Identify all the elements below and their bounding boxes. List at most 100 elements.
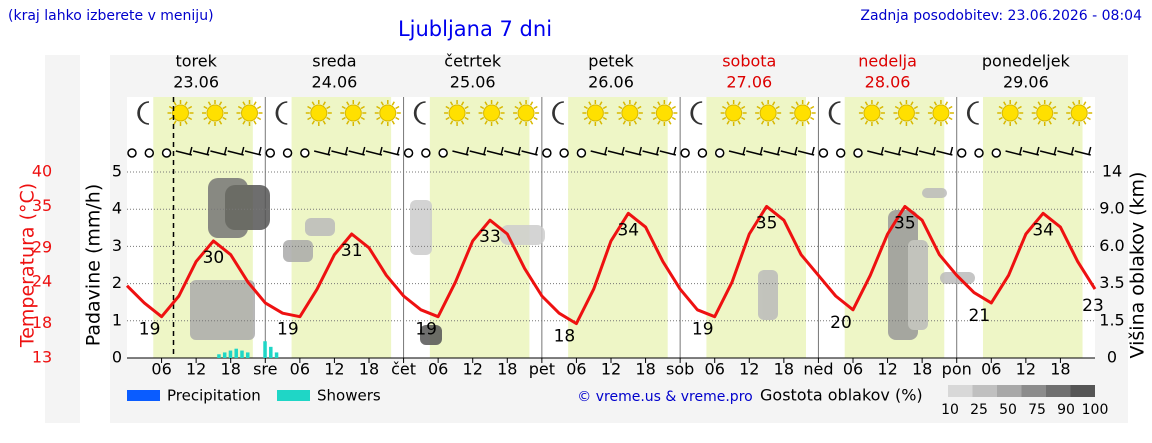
x-tick-label: 12 <box>186 360 206 379</box>
wind-barb <box>673 146 677 156</box>
sun-ray <box>860 105 865 110</box>
wind-barb <box>331 150 348 156</box>
x-tick-label: 18 <box>635 360 655 379</box>
wind-barb <box>361 146 366 156</box>
wind-barb <box>780 150 798 156</box>
sun-ray <box>326 116 331 121</box>
sun-ray <box>671 105 676 110</box>
sun-ray <box>380 101 384 106</box>
sun-ray <box>168 105 174 110</box>
wind-barb <box>175 150 193 156</box>
sun-ray <box>242 120 246 125</box>
day-name: torek <box>175 52 217 71</box>
y-tick-label: 5 <box>112 162 122 181</box>
sun-ray <box>1086 116 1091 121</box>
sun-ray <box>445 105 450 110</box>
sun-ray <box>633 101 638 106</box>
x-tick-label: pet <box>529 360 555 379</box>
sun-ray <box>376 116 381 121</box>
temperature-label: 34 <box>617 220 639 240</box>
sun-ray <box>391 120 395 125</box>
sun-ray <box>253 120 257 125</box>
x-tick-label: 12 <box>463 360 483 379</box>
sun-ray <box>652 105 657 110</box>
sun-icon <box>897 104 915 122</box>
temperature-label: 19 <box>692 320 714 340</box>
wind-calm <box>542 148 552 158</box>
sun-ray <box>1048 101 1052 106</box>
legend-label: Showers <box>317 387 381 405</box>
sun-ray <box>464 105 469 110</box>
temperature-label: 33 <box>479 227 501 247</box>
wind-barb <box>1070 146 1075 156</box>
sun-ray <box>341 105 346 110</box>
wind-barb <box>884 150 901 156</box>
sun-ray <box>899 101 903 106</box>
wind-barb <box>486 150 504 156</box>
wind-barb <box>189 146 193 156</box>
sun-ray <box>518 120 523 125</box>
temperature-label: 23 <box>1082 296 1104 316</box>
precipitation-bar <box>222 352 227 358</box>
wind-barb <box>244 150 262 156</box>
wind-barb <box>1022 150 1040 156</box>
sun-ray <box>637 116 642 121</box>
sun-ray <box>657 120 661 125</box>
cloud-legend-tick: 50 <box>999 402 1017 418</box>
cloud-legend-swatch <box>972 385 997 397</box>
sun-ray <box>722 116 727 121</box>
sun-ray <box>1052 116 1057 121</box>
sun-ray <box>256 105 262 110</box>
sun-ray <box>184 120 188 125</box>
cloud-legend-swatch <box>1070 385 1095 397</box>
wind-barb <box>452 150 469 156</box>
temperature-tick-label: 40 <box>32 162 52 181</box>
sun-ray <box>726 101 730 106</box>
wind-barb <box>915 146 919 156</box>
temperature-label: 21 <box>968 306 990 326</box>
sun-ray <box>810 116 815 121</box>
day-date: 24.06 <box>312 73 358 92</box>
wind-barb <box>521 150 538 156</box>
sun-ray <box>756 116 761 121</box>
sun-ray <box>791 116 796 121</box>
sun-ray <box>622 120 627 125</box>
wind-calm <box>991 148 1002 158</box>
wind-barb <box>759 146 764 156</box>
sun-ray <box>944 101 949 106</box>
precipitation-bar <box>228 350 233 358</box>
sun-ray <box>203 116 208 121</box>
x-tick-label: 18 <box>221 360 241 379</box>
sun-ray <box>464 116 469 121</box>
wind-barb <box>396 146 401 156</box>
sun-ray <box>222 105 227 110</box>
temperature-label: 19 <box>415 320 437 340</box>
temperature-label: 35 <box>756 213 778 233</box>
temperature-tick-label: 35 <box>32 196 52 215</box>
cloud-legend-label: Gostota oblakov (%) <box>760 386 923 405</box>
day-name: petek <box>588 52 634 71</box>
wind-barb <box>192 150 210 156</box>
sun-ray <box>460 101 465 106</box>
sun-ray <box>791 105 796 110</box>
sun-icon <box>621 104 639 122</box>
y-tick-label: 0 <box>112 348 122 367</box>
y-tick-label: 3 <box>112 236 122 255</box>
temperature-label: 31 <box>341 241 363 261</box>
sun-ray <box>1067 116 1072 121</box>
sun-icon <box>1036 104 1054 122</box>
sun-ray <box>910 120 914 125</box>
sun-ray <box>207 120 212 125</box>
sun-icon <box>241 104 258 122</box>
sun-ray <box>341 116 346 121</box>
sun-ray <box>913 105 919 110</box>
wind-calm <box>265 148 276 158</box>
sun-ray <box>1017 105 1022 110</box>
sun-ray <box>602 116 607 121</box>
sun-ray <box>795 101 799 106</box>
x-tick-label: 12 <box>1016 360 1036 379</box>
sun-ray <box>602 105 607 110</box>
temperature-tick-label: 24 <box>32 272 52 291</box>
sun-ray <box>218 120 223 125</box>
